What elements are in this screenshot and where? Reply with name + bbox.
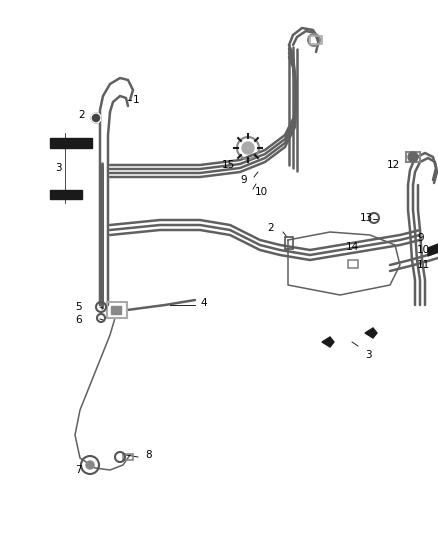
Text: 14: 14 [346, 242, 359, 252]
Text: 2: 2 [78, 110, 85, 120]
Circle shape [408, 152, 418, 162]
Text: 10: 10 [417, 245, 430, 255]
Bar [310, 36, 322, 44]
Text: 7: 7 [75, 465, 81, 475]
Bar [111, 306, 121, 314]
Text: 8: 8 [145, 450, 152, 460]
Text: 12: 12 [386, 160, 399, 170]
Text: 11: 11 [417, 260, 430, 270]
Bar [50, 190, 82, 199]
Text: 9: 9 [417, 233, 424, 243]
Circle shape [91, 113, 101, 123]
Bar [107, 302, 127, 318]
Bar [348, 260, 358, 268]
Text: 6: 6 [75, 315, 81, 325]
Text: 9: 9 [240, 175, 247, 185]
Circle shape [86, 461, 94, 469]
Bar [285, 237, 293, 249]
Polygon shape [428, 244, 438, 256]
Text: 2: 2 [267, 223, 274, 233]
Text: 13: 13 [360, 213, 373, 223]
Polygon shape [365, 328, 377, 338]
Text: 10: 10 [255, 187, 268, 197]
Bar [123, 454, 133, 460]
Text: 3: 3 [365, 350, 371, 360]
Text: 5: 5 [75, 302, 81, 312]
Text: 4: 4 [200, 298, 207, 308]
Bar [50, 138, 92, 148]
Text: 1: 1 [133, 95, 140, 105]
Polygon shape [322, 337, 334, 347]
Text: 15: 15 [221, 160, 235, 170]
Text: 3: 3 [55, 163, 61, 173]
Bar [406, 152, 420, 162]
Circle shape [242, 142, 254, 154]
